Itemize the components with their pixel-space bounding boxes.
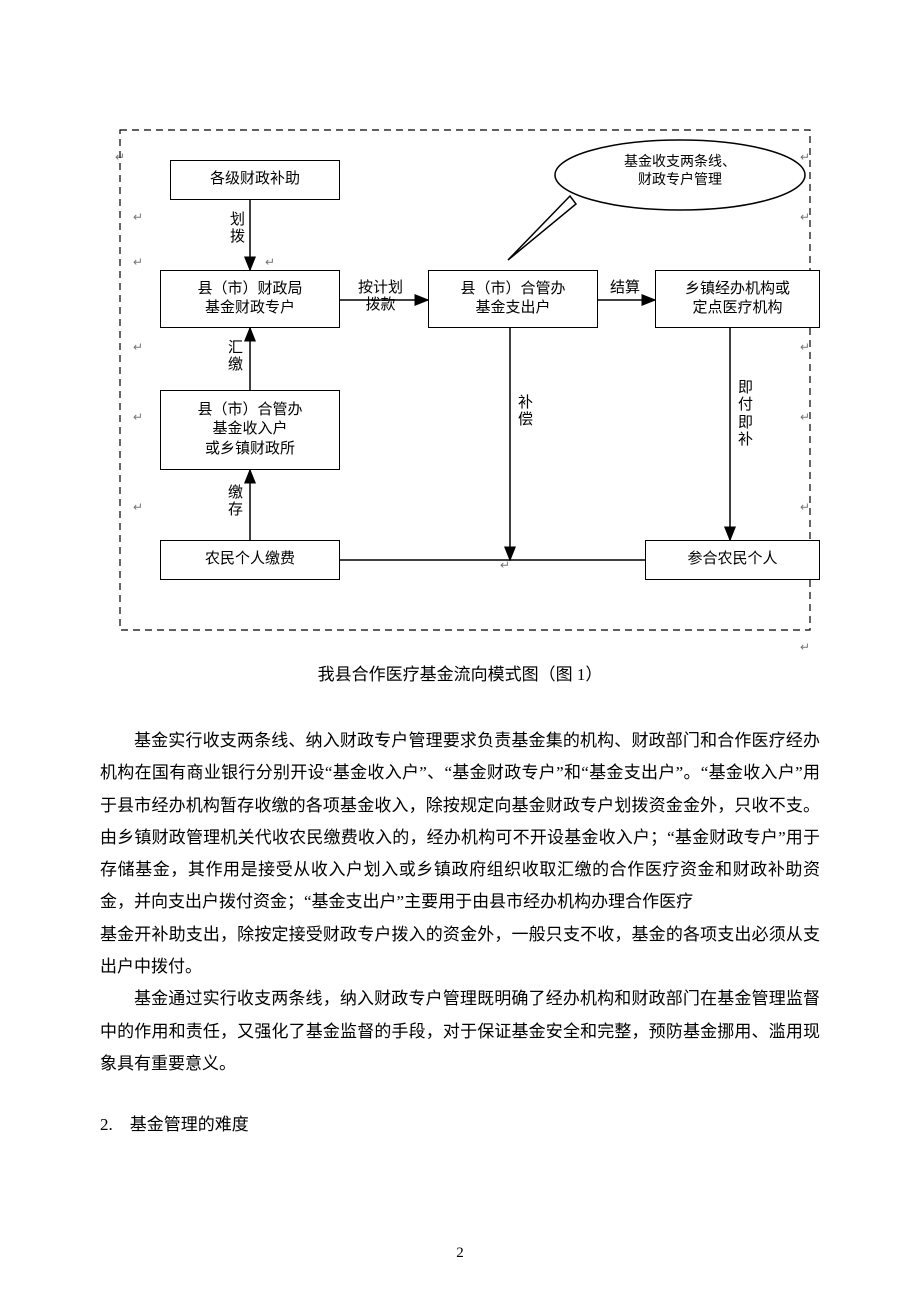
para-mark: ↵ [133,340,143,355]
para-mark: ↵ [800,150,810,165]
flowchart-node-n_township: 乡镇经办机构或定点医疗机构 [655,270,820,328]
flowchart-node-n_finance: 县（市）财政局基金财政专户 [160,270,340,328]
edge-label-l_bokuan: 按计划拨款 [358,280,403,315]
flowchart-node-n_farmer: 参合农民个人 [645,540,820,580]
paragraph-1b: 基金开补助支出，除按定接受财政专户拨入的资金外，一般只支不收，基金的各项支出必须… [100,919,820,984]
flowchart-node-n_farmerpay: 农民个人缴费 [160,540,340,580]
para-mark: ↵ [800,410,810,425]
flowchart-node-n_spend: 县（市）合管办基金支出户 [428,270,598,328]
para-mark: ↵ [133,500,143,515]
para-mark: ↵ [800,500,810,515]
para-mark: ↵ [800,210,810,225]
svg-text:基金收支两条线、: 基金收支两条线、 [624,153,736,170]
para-mark: ↵ [800,340,810,355]
para-mark: ↵ [133,410,143,425]
body-text: 基金实行收支两条线、纳入财政专户管理要求负责基金集的机构、财政部门和合作医疗经办… [100,725,820,1080]
figure-caption: 我县合作医疗基金流向模式图（图 1） [100,660,820,685]
para-mark: ↵ [133,255,143,270]
edge-label-l_huijiao: 汇缴 [228,340,243,375]
page-number: 2 [0,1245,920,1262]
flowchart-diagram: 基金收支两条线、财政专户管理 各级财政补助县（市）财政局基金财政专户县（市）合管… [100,100,820,650]
paragraph-2: 基金通过实行收支两条线，纳入财政专户管理既明确了经办机构和财政部门在基金管理监督… [100,983,820,1080]
flowchart-node-n_income: 县（市）合管办基金收入户或乡镇财政所 [160,390,340,470]
para-mark: ↵ [115,150,125,165]
para-mark: ↵ [133,210,143,225]
edge-label-l_jifujibu: 即付即补 [738,380,753,449]
para-mark: ↵ [265,255,275,270]
heading-2: 2. 基金管理的难度 [100,1110,820,1135]
para-mark: ↵ [800,640,810,655]
para-mark: ↵ [500,558,510,573]
edge-label-l_buchang: 补偿 [518,395,533,430]
edge-label-l_jiaocun: 缴存 [228,485,243,520]
document-page: 基金收支两条线、财政专户管理 各级财政补助县（市）财政局基金财政专户县（市）合管… [0,0,920,1302]
flowchart-node-n_subsidy: 各级财政补助 [170,160,340,200]
svg-text:财政专户管理: 财政专户管理 [638,171,722,188]
edge-label-l_huabo: 划拨 [230,212,245,247]
paragraph-1: 基金实行收支两条线、纳入财政专户管理要求负责基金集的机构、财政部门和合作医疗经办… [100,725,820,919]
edge-label-l_jiesuan: 结算 [610,280,640,297]
